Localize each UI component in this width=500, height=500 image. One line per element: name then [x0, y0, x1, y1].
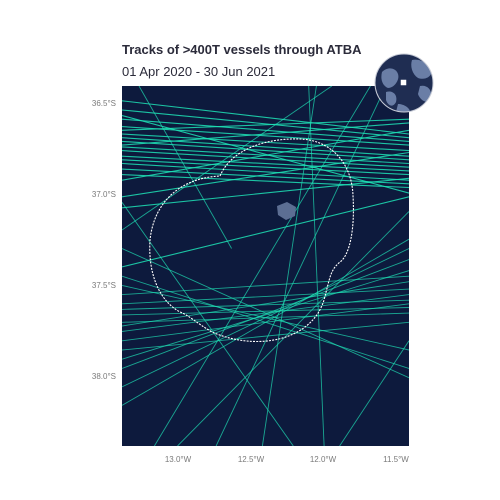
- vessel-track: [122, 177, 409, 209]
- vessel-track: [122, 140, 409, 161]
- vessel-track: [122, 196, 409, 268]
- vessel-track: [122, 174, 409, 189]
- vessel-track: [122, 281, 409, 327]
- vessel-track: [122, 288, 409, 305]
- vessel-track: [122, 122, 409, 146]
- vessel-track: [122, 202, 294, 446]
- locator-globe-icon: [374, 53, 434, 113]
- vessel-track: [154, 86, 371, 446]
- vessel-track: [261, 86, 317, 446]
- y-tick-label: 36.5°S: [92, 99, 116, 108]
- vessel-track: [138, 86, 232, 249]
- vessel-track: [122, 299, 409, 310]
- vessel-track: [122, 100, 409, 135]
- vessel-track: [122, 159, 409, 176]
- vessel-track: [122, 307, 409, 316]
- vessel-track: [122, 259, 409, 369]
- vessel-track: [339, 340, 409, 446]
- map-subtitle: 01 Apr 2020 - 30 Jun 2021: [122, 64, 276, 79]
- vessel-track: [122, 155, 409, 172]
- y-tick-label: 37.0°S: [92, 190, 116, 199]
- vessel-track: [122, 150, 409, 168]
- vessel-track: [122, 126, 409, 146]
- vessel-track: [122, 151, 409, 198]
- x-tick-label: 12.0°W: [310, 455, 337, 464]
- y-axis-ticks: 36.5°S 37.0°S 37.5°S 38.0°S: [92, 99, 116, 381]
- vessel-tracks: [122, 86, 409, 446]
- x-tick-label: 12.5°W: [238, 455, 265, 464]
- map-title: Tracks of >400T vessels through ATBA: [122, 42, 362, 57]
- x-tick-label: 11.5°W: [383, 455, 409, 464]
- vessel-track: [122, 275, 409, 369]
- atba-boundary: [149, 138, 354, 343]
- vessel-track: [215, 86, 387, 446]
- vessel-track: [122, 118, 409, 131]
- vessel-track: [177, 211, 409, 446]
- vessel-track: [122, 284, 409, 351]
- vessel-track: [122, 109, 409, 139]
- vessel-track: [122, 270, 409, 360]
- x-tick-label: 13.0°W: [165, 455, 192, 464]
- y-tick-label: 37.5°S: [92, 281, 116, 290]
- x-axis-ticks: 13.0°W 12.5°W 12.0°W 11.5°W: [165, 455, 409, 464]
- vessel-track: [122, 321, 409, 351]
- map-panel: [122, 86, 409, 446]
- vessel-track: [122, 162, 409, 181]
- vessel-track: [122, 86, 333, 231]
- tristan-island: [277, 202, 296, 220]
- vessel-track: [308, 86, 325, 446]
- y-tick-label: 38.0°S: [92, 372, 116, 381]
